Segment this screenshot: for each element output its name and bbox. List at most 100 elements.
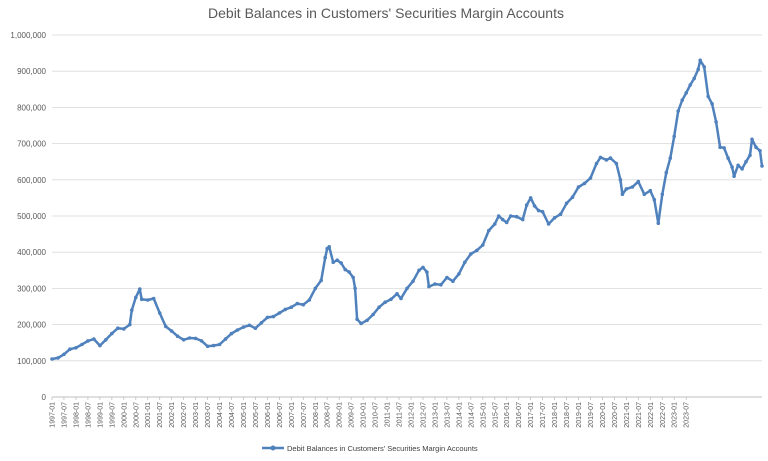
data-point (405, 286, 409, 291)
data-point (439, 283, 443, 287)
data-point (253, 326, 258, 331)
x-tick-label: 1999-07 (109, 402, 116, 428)
data-point (469, 252, 473, 256)
x-tick-label: 2012-07 (420, 402, 427, 428)
data-point (672, 134, 676, 139)
data-point (546, 222, 551, 226)
data-point (598, 155, 603, 160)
y-tick-label: 200,000 (17, 321, 46, 330)
data-point (331, 260, 336, 265)
data-point (86, 339, 90, 343)
data-point (128, 322, 132, 327)
data-point (740, 167, 744, 171)
data-point (588, 176, 593, 180)
data-point (271, 314, 276, 319)
data-point (726, 156, 730, 160)
data-point (744, 159, 748, 164)
data-point (139, 297, 144, 302)
data-point (730, 165, 734, 169)
data-point (552, 216, 557, 220)
x-tick-label: 2017-07 (540, 402, 547, 428)
data-point (74, 346, 78, 350)
data-point (56, 356, 60, 360)
data-point (524, 203, 529, 207)
data-point (475, 248, 479, 253)
x-tick-label: 2017-01 (528, 402, 535, 428)
data-point (636, 179, 641, 184)
data-point (138, 287, 142, 291)
data-point (92, 337, 96, 341)
x-tick-label: 2020-01 (600, 402, 607, 428)
x-tick-label: 2020-07 (612, 402, 619, 428)
data-point (383, 300, 387, 305)
data-point (353, 286, 357, 291)
data-point (664, 170, 669, 175)
x-tick-label: 2011-07 (397, 402, 404, 427)
data-point (301, 302, 306, 307)
data-point (668, 156, 673, 160)
data-point (235, 328, 240, 332)
x-tick-label: 2009-01 (337, 402, 344, 428)
data-point (630, 185, 635, 189)
data-point (145, 298, 150, 302)
data-point (295, 301, 300, 306)
y-tick-label: 600,000 (17, 176, 46, 185)
data-point (760, 164, 764, 168)
x-tick-label: 2009-07 (349, 402, 356, 428)
data-point (648, 188, 653, 193)
data-point (247, 323, 252, 328)
data-point (110, 331, 114, 336)
data-point (339, 261, 344, 265)
x-tick-label: 2000-01 (121, 402, 128, 428)
data-point (151, 296, 156, 301)
data-point (187, 336, 192, 340)
data-point (68, 347, 72, 352)
data-point (652, 197, 657, 202)
data-point (676, 109, 680, 113)
x-tick-label: 2019-01 (576, 402, 583, 428)
x-tick-label: 2021-01 (624, 402, 631, 428)
data-point (335, 258, 340, 263)
x-tick-label: 1997-07 (61, 402, 68, 428)
data-point (283, 307, 288, 312)
x-tick-label: 2014-07 (468, 402, 475, 428)
data-point (536, 208, 541, 213)
data-point (395, 292, 399, 296)
legend-label: Debit Balances in Customers' Securities … (287, 444, 478, 453)
data-point (80, 342, 84, 347)
data-point (736, 163, 740, 168)
data-point (688, 83, 692, 87)
data-point (520, 217, 525, 222)
data-point (417, 268, 421, 273)
x-tick-label: 2022-01 (648, 402, 655, 428)
data-point (277, 311, 282, 315)
data-point (169, 329, 174, 333)
data-point (323, 255, 328, 260)
y-tick-label: 300,000 (17, 284, 46, 293)
data-point (481, 243, 485, 247)
y-tick-label: 400,000 (17, 248, 46, 257)
x-tick-label: 2003-07 (205, 402, 212, 428)
x-tick-label: 2004-07 (229, 402, 236, 428)
data-point (500, 217, 505, 222)
data-point (347, 270, 352, 274)
data-point (217, 342, 222, 347)
data-point (732, 174, 736, 178)
data-point (642, 192, 647, 197)
data-point (504, 220, 509, 225)
data-point (130, 308, 134, 312)
data-point (684, 91, 688, 95)
data-point (463, 260, 467, 265)
data-point (116, 326, 120, 331)
data-point (532, 204, 537, 208)
data-point (389, 297, 393, 302)
x-tick-label: 1998-01 (73, 402, 80, 428)
x-tick-label: 2006-01 (265, 402, 272, 428)
x-tick-label: 2001-01 (145, 402, 152, 428)
data-point (175, 334, 180, 339)
data-point (680, 98, 684, 102)
data-point (241, 325, 246, 329)
data-point (618, 178, 623, 182)
x-tick-label: 2010-07 (373, 402, 380, 428)
y-tick-label: 700,000 (17, 140, 46, 149)
